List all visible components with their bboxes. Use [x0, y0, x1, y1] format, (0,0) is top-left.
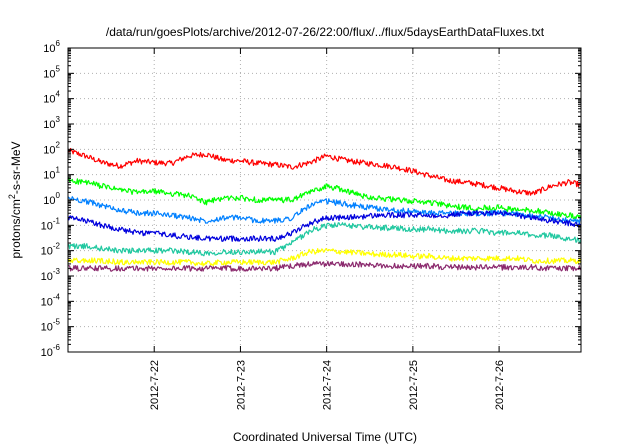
series-line: [67, 260, 582, 272]
y-tick-label: 10-3: [41, 267, 61, 283]
x-tick-label: 2012-7-22: [149, 360, 161, 410]
y-tick-label: 10-1: [41, 216, 61, 232]
y-tick-label: 106: [43, 39, 60, 55]
series-layer: [67, 147, 582, 272]
y-axis-label: protons/cm2-s-sr-MeV: [7, 141, 23, 258]
y-tick-label: 10-6: [41, 343, 61, 359]
y-tick-label: 102: [43, 140, 60, 156]
x-tick-label: 2012-7-26: [494, 360, 506, 410]
y-axis-label-sup: 2: [7, 194, 17, 199]
series-line: [67, 248, 582, 267]
y-tick-label: 103: [43, 115, 60, 131]
series-line: [67, 209, 582, 242]
y-tick-label: 101: [43, 166, 60, 182]
x-tick-label: 2012-7-25: [408, 360, 420, 410]
x-axis-label: Coordinated Universal Time (UTC): [233, 430, 417, 444]
y-tick-labels: 10-6 10-5 10-4 10-3 10-2 10-1 100 101 102 103 104 1…: [41, 39, 61, 359]
series-line: [67, 177, 582, 220]
y-tick-label: 10-4: [41, 292, 61, 308]
chart-title: /data/run/goesPlots/archive/2012-07-26/2…: [106, 25, 545, 39]
series-line: [67, 222, 582, 257]
y-tick-label: 105: [43, 64, 60, 80]
y-tick-label: 100: [43, 191, 60, 207]
series-line: [67, 196, 582, 225]
y-axis-label-prefix: protons/cm: [9, 199, 23, 258]
x-tick-label: 2012-7-23: [235, 360, 247, 410]
y-tick-label: 10-5: [41, 318, 61, 334]
y-tick-label: 104: [43, 90, 60, 106]
ticks: [68, 47, 581, 353]
y-tick-label: 10-2: [41, 242, 61, 258]
x-tick-labels: 2012-7-22 2012-7-23 2012-7-24 2012-7-25 2012…: [149, 360, 506, 410]
series-line: [67, 147, 582, 196]
x-tick-label: 2012-7-24: [322, 360, 334, 410]
y-axis-label-suffix: -s-sr-MeV: [9, 141, 23, 194]
